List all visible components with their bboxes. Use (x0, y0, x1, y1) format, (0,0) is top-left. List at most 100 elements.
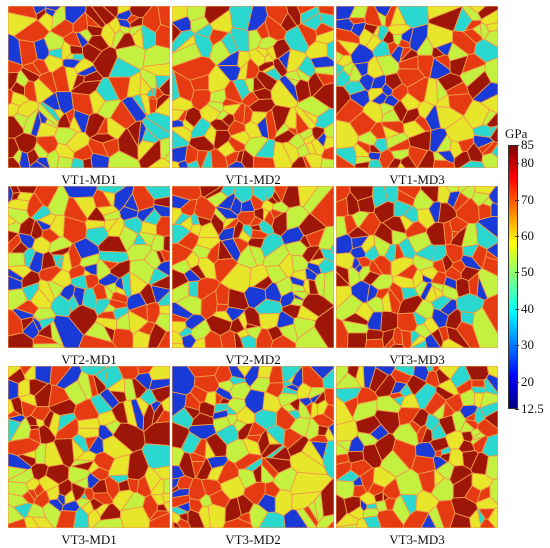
grain (388, 281, 404, 305)
grain (116, 311, 131, 331)
grain (336, 119, 359, 150)
colorbar-tick-mark (515, 308, 519, 310)
grain (389, 6, 407, 26)
grain (53, 438, 75, 469)
grain (264, 53, 275, 63)
grain (436, 150, 455, 165)
grain (336, 27, 361, 45)
grain (229, 6, 254, 31)
grain (107, 453, 131, 477)
grain (172, 421, 190, 449)
grain (172, 391, 187, 418)
grain (336, 215, 348, 239)
grain (130, 398, 145, 432)
grain (357, 431, 379, 447)
panel-caption: VT1-MD1 (61, 172, 117, 187)
grain (209, 118, 230, 131)
grain (93, 492, 114, 505)
grain (356, 386, 379, 405)
grain (161, 492, 170, 504)
grain (290, 269, 307, 282)
grain (72, 286, 86, 307)
grain (55, 509, 77, 528)
grain (81, 287, 98, 311)
grain (159, 136, 170, 159)
grain (220, 186, 237, 198)
grain (189, 385, 209, 404)
grain (398, 236, 417, 260)
grain (61, 499, 81, 513)
grain (173, 69, 195, 103)
grain (68, 264, 86, 280)
grain (369, 144, 382, 154)
grain (186, 6, 207, 22)
grain (490, 201, 498, 218)
grain (356, 256, 372, 268)
grain (428, 6, 463, 32)
grain (73, 476, 89, 489)
grain (289, 297, 304, 307)
grain (320, 157, 334, 168)
grain (310, 138, 325, 156)
grain (365, 34, 382, 52)
grain (253, 207, 265, 221)
grain (261, 199, 275, 212)
grain (35, 156, 51, 168)
grain (362, 508, 380, 519)
colorbar-tick-label: 20 (521, 373, 534, 389)
grain (77, 417, 101, 429)
grain (287, 133, 306, 150)
grain (132, 186, 155, 212)
grain (102, 190, 116, 207)
grain (255, 328, 274, 348)
grain (159, 304, 170, 315)
grain (278, 74, 299, 104)
grain (218, 397, 231, 405)
grain (435, 367, 451, 386)
voronoi-grain-map (172, 186, 334, 348)
grain (302, 505, 319, 528)
grain (237, 468, 257, 490)
grain (82, 70, 104, 83)
grain (44, 6, 63, 12)
grain (352, 484, 368, 498)
microstructure-panel (8, 186, 170, 348)
grain (349, 245, 366, 259)
grain (363, 22, 379, 36)
grain (108, 56, 142, 78)
grain (309, 186, 334, 228)
colorbar (508, 145, 518, 409)
grain (479, 518, 496, 528)
grain (243, 77, 255, 94)
grain (62, 58, 82, 69)
grain (223, 217, 238, 230)
colorbar-tick-mark (515, 163, 519, 165)
grain (9, 241, 29, 254)
grain (292, 291, 309, 300)
grain (36, 135, 59, 155)
grain (361, 270, 382, 286)
grain (210, 148, 228, 168)
grain (392, 326, 404, 346)
grain (270, 334, 297, 348)
grain (379, 102, 395, 116)
grain (91, 517, 125, 528)
grain (343, 495, 361, 515)
grain (472, 306, 498, 348)
grain (393, 199, 414, 218)
grain (50, 294, 71, 318)
grain (393, 100, 409, 123)
grain (237, 511, 252, 525)
grain (8, 137, 20, 159)
grain (341, 312, 369, 326)
grain (336, 85, 351, 116)
grain (196, 149, 209, 168)
grain (191, 460, 206, 479)
grain (449, 464, 473, 486)
grain (123, 216, 143, 235)
grain (188, 280, 199, 298)
voronoi-grain-map (336, 366, 498, 528)
grain (101, 138, 120, 158)
microstructure-panel (8, 366, 170, 528)
grain (92, 374, 107, 396)
